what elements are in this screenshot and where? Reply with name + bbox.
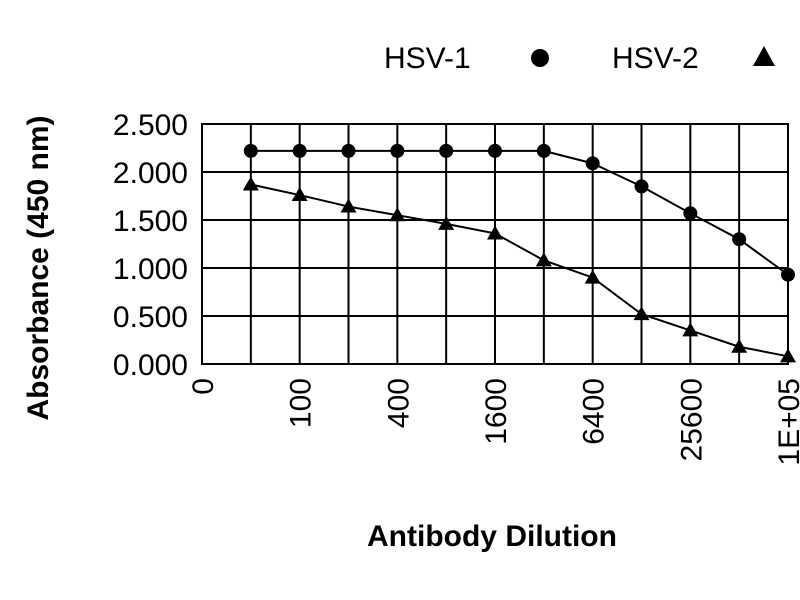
data-point-hsv-2 [682,322,699,337]
y-tick-label: 0.500 [113,301,188,334]
x-tick-labels: 0 100 400 1600 6400 25600 1E+05 [187,378,800,466]
data-point-hsv-1 [488,143,502,158]
data-point-hsv-2 [487,225,503,240]
data-point-hsv-1 [634,179,649,194]
data-point-hsv-1 [243,143,258,158]
data-markers [242,143,796,363]
data-point-hsv-2 [535,252,552,267]
legend-marker-circle-icon [531,49,549,67]
x-tick-label: 6400 [578,378,611,445]
data-point-hsv-1 [732,232,747,247]
data-point-hsv-2 [584,269,601,284]
data-point-hsv-1 [585,156,600,171]
data-point-hsv-1 [536,143,551,158]
y-tick-labels: 0.000 0.500 1.000 1.500 2.000 2.500 [113,109,188,382]
data-point-hsv-1 [439,143,454,158]
x-tick-label: 25600 [675,378,708,461]
data-point-hsv-2 [389,207,406,222]
x-axis-title: Antibody Dilution [367,520,617,553]
data-point-hsv-2 [340,198,357,213]
legend: HSV-1 HSV-2 [384,42,775,75]
legend-label-hsv-1: HSV-1 [384,42,471,75]
x-tick-label: 400 [382,378,415,428]
y-tick-label: 0.000 [113,349,188,382]
x-tick-label: 0 [187,378,220,395]
y-tick-label: 2.500 [113,109,188,142]
data-point-hsv-2 [731,338,748,353]
data-point-hsv-1 [292,143,307,158]
data-point-hsv-2 [242,176,259,191]
data-point-hsv-2 [438,215,455,230]
legend-label-hsv-2: HSV-2 [612,42,699,75]
series-lines [250,149,789,358]
x-tick-label: 1E+05 [773,378,800,466]
series-line-hsv-1 [250,149,789,276]
data-point-hsv-2 [633,306,650,321]
data-point-hsv-1 [781,267,795,282]
data-point-hsv-2 [291,187,308,202]
x-tick-label: 100 [285,378,318,428]
y-tick-label: 2.000 [113,157,188,190]
data-point-hsv-1 [683,206,698,221]
x-tick-label: 1600 [480,378,513,445]
legend-marker-triangle-icon [753,46,775,66]
y-tick-label: 1.500 [113,205,188,238]
data-point-hsv-1 [341,143,356,158]
data-point-hsv-1 [390,143,405,158]
data-point-hsv-2 [780,348,796,363]
y-tick-label: 1.000 [113,253,188,286]
plot-grid [201,123,789,365]
series-line-hsv-2 [250,183,789,358]
y-axis-title: Absorbance (450 nm) [22,115,55,420]
